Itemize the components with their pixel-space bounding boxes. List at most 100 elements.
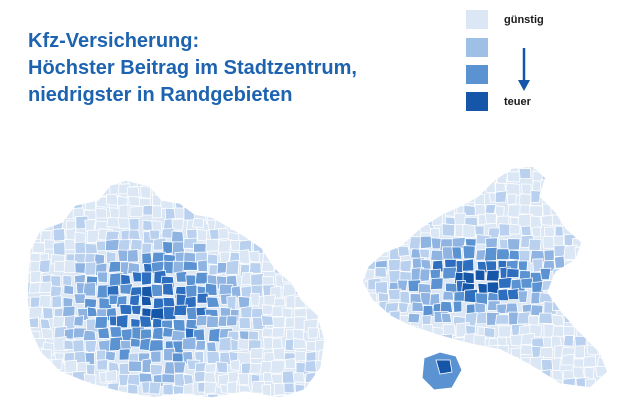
district-left: [151, 205, 162, 219]
district-left: [205, 194, 219, 207]
district-left: [307, 186, 321, 199]
district-left: [283, 209, 297, 222]
district-right: [507, 238, 521, 251]
district-left: [225, 259, 240, 276]
district-right: [455, 170, 469, 185]
district-left: [148, 381, 162, 395]
district-left: [317, 285, 325, 298]
district-left: [207, 393, 221, 398]
district-left: [31, 197, 46, 212]
district-right: [584, 191, 597, 204]
district-right: [362, 289, 365, 301]
district-right: [410, 378, 422, 388]
district-left: [27, 184, 31, 198]
district-right: [540, 214, 555, 226]
district-left: [313, 392, 325, 398]
district-right: [399, 259, 412, 272]
district-right: [572, 314, 584, 327]
map-title: Kfz-Versicherung: Höchster Beitrag im St…: [28, 28, 357, 109]
district-left: [329, 351, 340, 362]
district-right: [442, 266, 458, 280]
district-right: [583, 355, 597, 368]
district-left: [54, 180, 70, 188]
district-left: [323, 385, 325, 397]
district-left: [328, 198, 342, 209]
district-right: [477, 391, 490, 401]
district-left: [73, 394, 85, 398]
district-right: [553, 393, 565, 406]
district-right: [407, 169, 420, 181]
district-left: [149, 396, 164, 398]
district-left: [330, 253, 341, 267]
district-right: [422, 168, 436, 183]
district-right: [583, 166, 598, 169]
district-left: [27, 205, 31, 219]
district-right: [572, 193, 584, 205]
district-left: [329, 298, 339, 313]
district-left: [128, 360, 143, 372]
district-right: [398, 302, 409, 314]
district-left: [293, 180, 309, 188]
district-right: [573, 390, 584, 400]
district-left: [305, 217, 320, 228]
district-left: [248, 396, 262, 398]
district-right: [564, 166, 578, 170]
district-left: [205, 238, 220, 252]
district-right: [595, 190, 607, 205]
district-left: [150, 283, 163, 298]
district-left: [274, 262, 288, 274]
district-right: [409, 214, 422, 228]
district-left: [63, 328, 75, 340]
district-left: [271, 239, 285, 254]
district-right: [497, 380, 512, 388]
district-right: [362, 356, 368, 371]
district-right: [461, 381, 474, 388]
district-right: [576, 258, 590, 271]
district-right: [495, 248, 512, 261]
district-right: [596, 215, 608, 228]
district-left: [270, 205, 281, 217]
district-right: [475, 292, 489, 306]
district-right: [520, 225, 532, 237]
district-right: [408, 236, 422, 250]
district-left: [51, 204, 67, 220]
district-left: [282, 198, 294, 213]
district-left: [247, 186, 262, 199]
district-left: [204, 282, 218, 296]
district-right: [605, 376, 608, 388]
district-right: [541, 279, 556, 291]
district-left: [29, 362, 43, 376]
district-right: [518, 249, 531, 262]
district-left: [172, 318, 186, 333]
district-right: [520, 183, 532, 196]
district-left: [128, 218, 140, 231]
district-left: [241, 185, 254, 198]
district-right: [529, 215, 543, 230]
district-left: [174, 396, 189, 398]
district-right: [362, 215, 367, 228]
district-right: [598, 323, 608, 338]
district-left: [97, 327, 111, 339]
district-right: [574, 335, 588, 348]
district-left: [250, 180, 264, 184]
district-left: [249, 262, 262, 274]
district-right: [562, 190, 574, 201]
district-left: [126, 186, 140, 198]
district-left: [259, 180, 274, 189]
district-right: [609, 324, 619, 336]
district-left: [130, 337, 142, 348]
district-left: [28, 306, 43, 320]
district-left: [173, 361, 187, 374]
district-right: [549, 166, 564, 172]
district-left: [292, 372, 306, 383]
district-right: [461, 258, 475, 272]
district-right: [475, 376, 487, 388]
district-left: [263, 217, 276, 229]
district-right: [484, 212, 498, 225]
district-right: [478, 170, 493, 183]
district-right: [399, 345, 414, 357]
district-right: [399, 290, 411, 305]
district-left: [314, 384, 325, 397]
district-right: [376, 204, 391, 216]
